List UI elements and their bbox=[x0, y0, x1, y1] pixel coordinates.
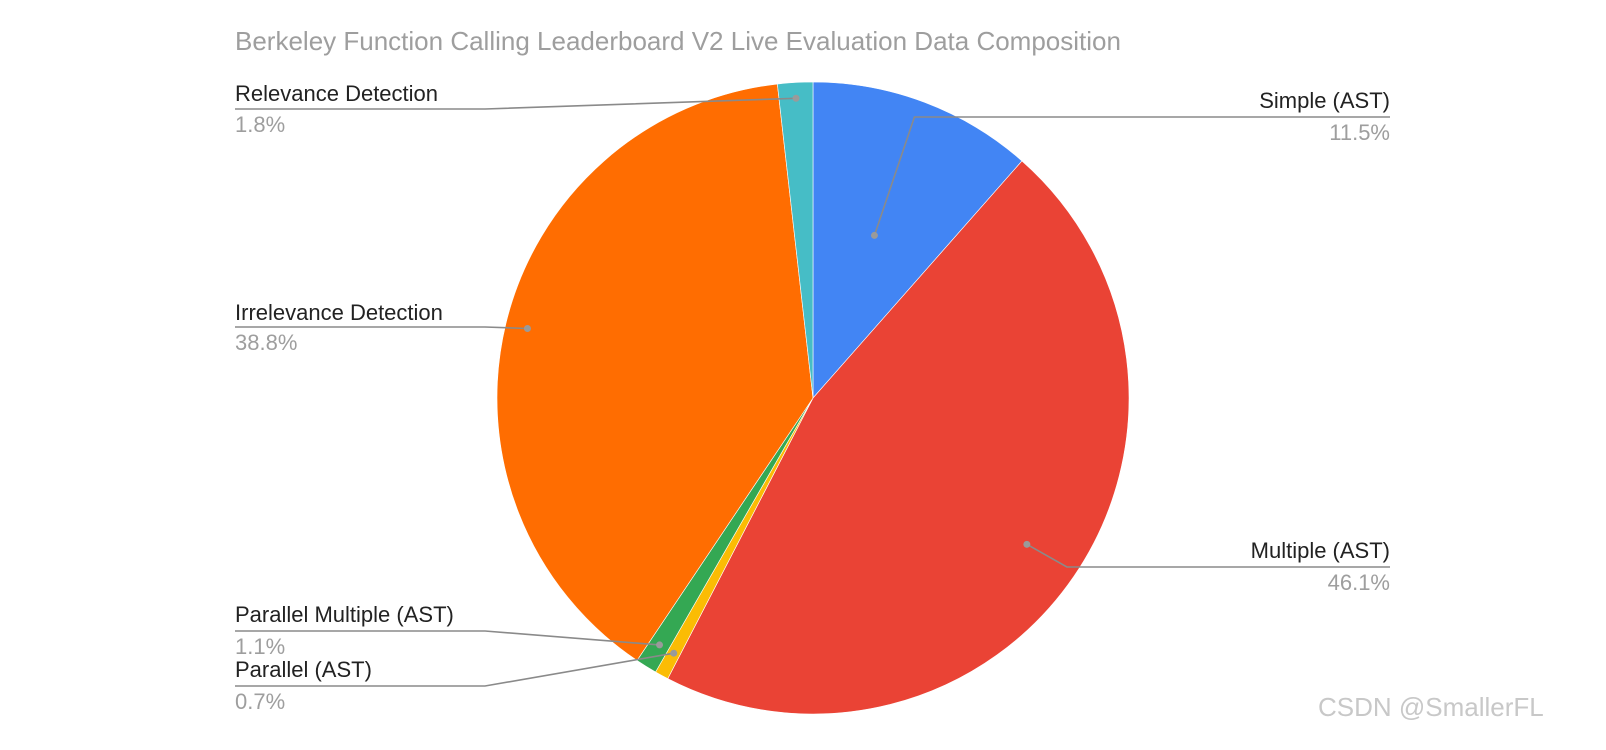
leader-dot-irrelevance-detection bbox=[523, 324, 531, 332]
slice-label-parallel-ast: Parallel (AST) bbox=[235, 657, 372, 682]
pie-slices bbox=[496, 81, 1130, 715]
slice-label-multiple-ast: Multiple (AST) bbox=[1251, 538, 1390, 563]
leader-line-irrelevance-detection bbox=[235, 326, 528, 330]
slice-value-parallel-ast: 0.7% bbox=[235, 689, 285, 714]
slice-value-irrelevance-detection: 38.8% bbox=[235, 330, 297, 355]
slice-value-multiple-ast: 46.1% bbox=[1328, 570, 1390, 595]
leader-line-parallel-multiple-ast bbox=[235, 630, 660, 646]
leader-dot-multiple-ast bbox=[1023, 540, 1031, 548]
pie-slice-irrelevance-detection bbox=[496, 83, 814, 661]
pie-slice-simple-ast bbox=[812, 81, 1023, 399]
leader-line-multiple-ast bbox=[1026, 543, 1390, 568]
leader-dot-parallel-multiple-ast bbox=[656, 641, 664, 649]
leader-dot-parallel-ast bbox=[670, 649, 678, 657]
chart-title: Berkeley Function Calling Leaderboard V2… bbox=[235, 26, 1121, 56]
pie-slice-relevance-detection bbox=[777, 81, 814, 399]
slice-label-irrelevance-detection: Irrelevance Detection bbox=[235, 300, 443, 325]
watermark-text: CSDN @SmallerFL bbox=[1318, 692, 1544, 722]
pie-slice-multiple-ast bbox=[667, 160, 1130, 715]
leader-dot-relevance-detection bbox=[792, 94, 800, 102]
slice-label-simple-ast: Simple (AST) bbox=[1259, 88, 1390, 113]
leader-line-parallel-ast bbox=[235, 652, 674, 687]
slice-value-parallel-multiple-ast: 1.1% bbox=[235, 634, 285, 659]
leader-line-simple-ast bbox=[873, 116, 1390, 236]
slice-labels: Simple (AST) 11.5% Multiple (AST) 46.1% Para… bbox=[235, 81, 1390, 714]
slice-label-parallel-multiple-ast: Parallel Multiple (AST) bbox=[235, 602, 454, 627]
slice-value-relevance-detection: 1.8% bbox=[235, 112, 285, 137]
slice-label-relevance-detection: Relevance Detection bbox=[235, 81, 438, 106]
leader-dot-simple-ast bbox=[870, 231, 878, 239]
slice-value-simple-ast: 11.5% bbox=[1329, 120, 1390, 145]
leader-line-relevance-detection bbox=[235, 97, 797, 110]
